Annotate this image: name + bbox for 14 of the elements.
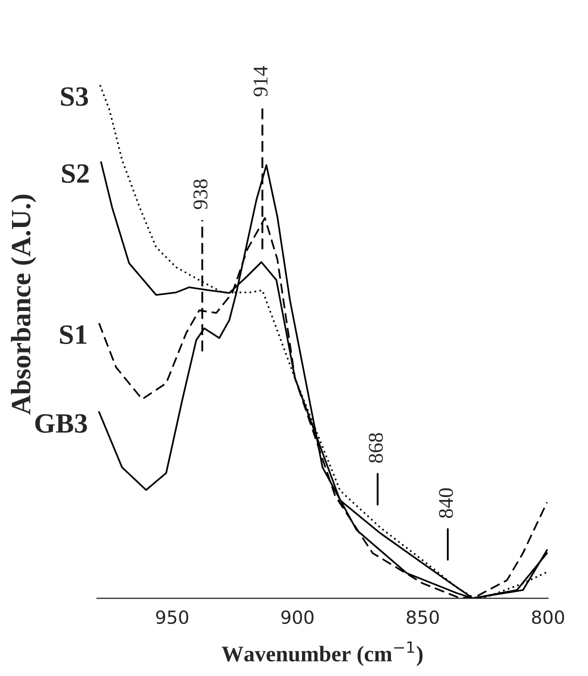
ref-line-label: 840 xyxy=(438,488,454,518)
ref-line-label: 938 xyxy=(193,179,208,210)
series-label: S2 xyxy=(62,164,89,183)
x-tick-label: 950 xyxy=(156,610,188,624)
ref-line-label: 914 xyxy=(254,66,268,96)
ref-line-label: 868 xyxy=(368,433,383,463)
x-axis-title: Wavenumber (cm$^{−1}$) xyxy=(222,641,423,666)
x-tick-label: 800 xyxy=(532,610,564,624)
series-label: GB3 xyxy=(35,414,87,433)
x-tick-label: 850 xyxy=(406,610,439,624)
y-axis-title: Absorbance (A.U.) xyxy=(10,194,36,415)
series-label: S1 xyxy=(60,325,86,344)
series-label: S3 xyxy=(61,87,88,106)
x-tick-label: 900 xyxy=(281,610,314,624)
